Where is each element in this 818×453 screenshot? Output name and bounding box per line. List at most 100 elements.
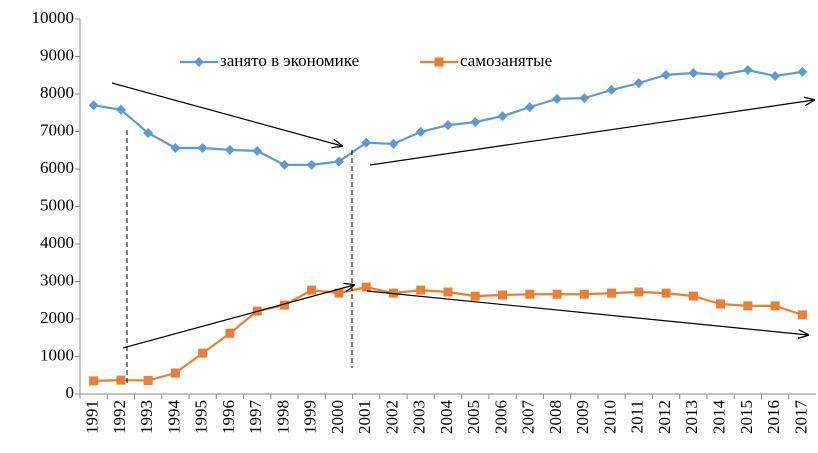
x-tick-label: 2009	[573, 400, 592, 434]
point	[715, 69, 726, 80]
point	[579, 289, 589, 299]
y-tick-label: 6000	[40, 158, 74, 177]
point	[194, 57, 204, 67]
x-tick-label: 2010	[600, 400, 619, 434]
x-tick-label: 2014	[709, 400, 728, 435]
y-tick-label: 8000	[40, 83, 74, 102]
arrow	[366, 290, 808, 335]
point	[415, 126, 426, 137]
point	[333, 156, 344, 167]
x-tick-label: 2005	[464, 400, 483, 434]
point	[443, 120, 453, 131]
x-tick-label: 2017	[791, 400, 810, 435]
x-tick-label: 2003	[410, 400, 429, 434]
y-tick-label: 2000	[40, 308, 74, 327]
point	[770, 71, 781, 81]
x-tick-label: 2015	[737, 400, 756, 434]
y-tick-label: 1000	[40, 345, 74, 364]
point	[579, 93, 590, 104]
point	[279, 300, 289, 310]
arrow	[122, 285, 354, 349]
point	[661, 288, 671, 298]
point	[606, 84, 617, 95]
arrow	[111, 82, 342, 146]
point	[661, 69, 672, 80]
x-tick-label: 2011	[628, 400, 647, 433]
point	[742, 65, 753, 75]
y-tick-label: 3000	[40, 270, 74, 289]
annotations	[111, 82, 814, 385]
legend-label: самозанятые	[460, 51, 552, 70]
x-tick-label: 1996	[219, 400, 238, 434]
x-tick-label: 1998	[273, 400, 292, 434]
point	[89, 376, 99, 386]
point	[797, 310, 807, 320]
x-tick-label: 2000	[328, 400, 347, 434]
point	[470, 117, 481, 128]
y-tick-label: 7000	[40, 120, 74, 139]
point	[524, 102, 535, 113]
y-tick-label: 10000	[32, 8, 75, 27]
legend-item: самозанятые	[420, 51, 552, 70]
x-tick-label: 1997	[246, 400, 265, 435]
point	[498, 290, 508, 300]
point	[224, 144, 235, 155]
point	[307, 285, 317, 295]
point	[388, 138, 399, 149]
point	[743, 301, 753, 311]
point	[115, 104, 126, 115]
arrow	[369, 100, 814, 166]
point	[143, 376, 153, 385]
point	[688, 68, 699, 78]
x-tick-label: 2004	[437, 400, 456, 435]
x-tick-label: 2001	[355, 400, 374, 434]
point	[470, 291, 480, 301]
y-tick-label: 5000	[40, 195, 74, 214]
x-tick-label: 1992	[110, 400, 129, 434]
point	[279, 159, 290, 170]
point	[361, 282, 371, 292]
point	[497, 111, 508, 122]
y-tick-label: 9000	[40, 45, 74, 64]
x-tick-label: 2002	[382, 400, 401, 434]
x-tick-label: 1994	[164, 400, 183, 435]
point	[361, 137, 372, 148]
point	[716, 299, 726, 309]
x-tick-label: 1999	[301, 400, 320, 434]
x-tick-label: 1995	[192, 400, 211, 434]
point	[116, 375, 126, 385]
series-line	[93, 285, 803, 382]
x-tick-label: 2016	[764, 400, 783, 434]
point	[434, 57, 444, 67]
x-tick-label: 2008	[546, 400, 565, 434]
point	[88, 100, 99, 111]
legend-label: занято в экономике	[220, 51, 359, 70]
point	[143, 128, 154, 138]
point	[334, 288, 344, 298]
point	[416, 285, 426, 295]
point	[252, 146, 263, 156]
x-tick-label: 2006	[491, 400, 510, 434]
point	[688, 291, 698, 301]
point	[770, 301, 780, 311]
point	[443, 287, 453, 297]
y-tick-label: 0	[66, 383, 75, 402]
y-tick-label: 4000	[40, 233, 74, 252]
point	[197, 143, 208, 153]
point	[552, 93, 563, 104]
point	[198, 348, 208, 358]
point	[225, 328, 235, 338]
x-tick-label: 2007	[519, 400, 538, 435]
x-tick-label: 2013	[682, 400, 701, 434]
point	[170, 368, 180, 378]
x-tick-label: 1993	[137, 400, 156, 434]
point	[170, 143, 181, 153]
x-tick-label: 2012	[655, 400, 674, 434]
point	[306, 159, 317, 170]
point	[607, 288, 617, 298]
point	[634, 287, 644, 297]
point	[633, 78, 644, 89]
point	[552, 289, 562, 299]
point	[525, 289, 535, 299]
